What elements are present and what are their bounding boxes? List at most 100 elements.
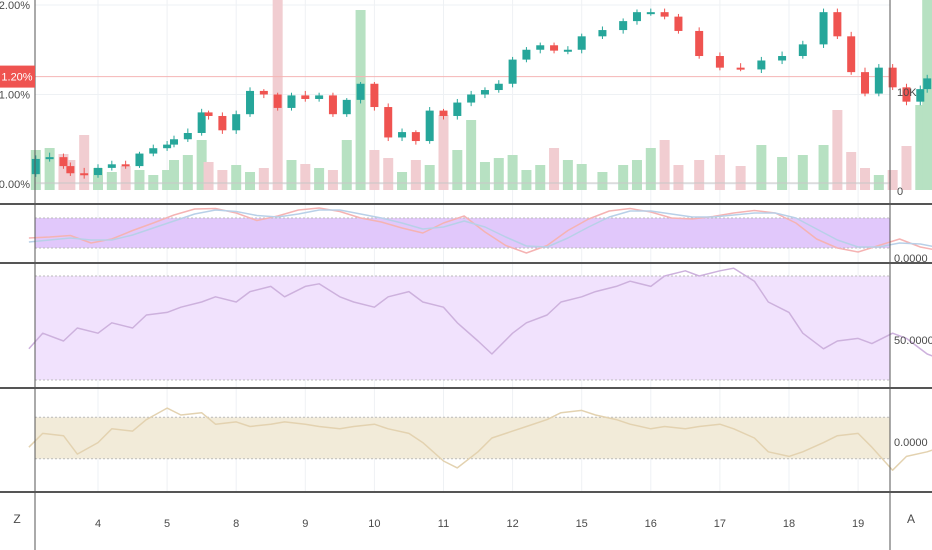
candle-body	[577, 36, 586, 50]
candle-body	[59, 157, 68, 167]
candle-body	[246, 90, 255, 115]
candle-body	[619, 21, 628, 31]
volume-bar	[231, 165, 242, 190]
volume-bar	[493, 158, 504, 190]
candle-body	[398, 132, 407, 138]
candle-body	[550, 45, 559, 51]
volume-bar	[832, 110, 843, 190]
candle-body	[480, 90, 489, 95]
volume-bar	[887, 170, 898, 190]
x-tick-label: 15	[576, 518, 588, 530]
candle-body	[522, 49, 531, 60]
volume-bar	[438, 115, 449, 190]
x-tick-label: 16	[645, 518, 657, 530]
price-tick-label: 0.00%	[0, 179, 30, 191]
candle-body	[384, 107, 393, 138]
volume-bar	[922, 0, 932, 190]
x-tick-label: 17	[714, 518, 726, 530]
candle-body	[204, 112, 213, 116]
indicator-lines	[28, 207, 932, 471]
x-tick-label: 4	[95, 518, 101, 530]
candle-body	[31, 158, 40, 175]
volume-bar	[645, 148, 656, 190]
volume-bar	[777, 157, 788, 190]
price-tick-label: 1.00%	[0, 90, 30, 102]
volume-bar	[383, 158, 394, 190]
candle-body	[287, 95, 296, 108]
volume-bar	[424, 165, 435, 190]
oscillator-tick-label: 0.0000	[894, 437, 928, 449]
candle-body	[425, 110, 434, 142]
volume-tick-label: 10K	[897, 87, 917, 99]
candle-body	[833, 12, 842, 37]
volume-bar	[818, 145, 829, 190]
candle-body	[695, 30, 704, 57]
volume-bar	[182, 155, 193, 190]
candle-body	[439, 110, 448, 116]
x-tick-label: 8	[233, 518, 239, 530]
candle-body	[342, 99, 351, 115]
candle-body	[674, 16, 683, 31]
candle-body	[163, 144, 172, 149]
volume-bar	[618, 165, 629, 190]
candle-body	[874, 67, 883, 94]
volume-bar	[735, 166, 746, 190]
oscillator-band	[35, 417, 890, 459]
stochastic-tick-label: 0.0000	[894, 253, 928, 265]
volume-bar	[169, 160, 180, 190]
last-price-label: 1.20%	[1, 72, 32, 84]
volume-bar	[631, 160, 642, 190]
candle-body	[273, 94, 282, 108]
volume-bar	[507, 155, 518, 190]
volume-bar	[535, 165, 546, 190]
candle-body	[736, 67, 745, 70]
volume-bar	[466, 120, 477, 190]
candle-body	[819, 12, 828, 45]
volume-bar	[576, 164, 587, 190]
oscillator-line	[28, 407, 932, 471]
volume-bar	[597, 172, 608, 190]
candle-body	[301, 95, 310, 99]
candle-body	[197, 112, 206, 133]
candle-body	[259, 90, 268, 95]
candle-body	[328, 95, 337, 115]
candle-body	[598, 30, 607, 37]
volume-bar	[562, 160, 573, 190]
volume-bar	[714, 155, 725, 190]
volume-bar	[452, 150, 463, 190]
volume-bar	[258, 168, 269, 190]
candle-body	[916, 89, 925, 102]
volume-bar	[479, 162, 490, 190]
candle-body	[232, 114, 241, 131]
candle-body	[183, 132, 192, 140]
volume-bar	[79, 135, 90, 190]
volume-bar	[659, 140, 670, 190]
candle-body	[356, 83, 365, 100]
candle-body	[861, 72, 870, 94]
last-price-badge	[0, 65, 35, 88]
volume-bar	[286, 160, 297, 190]
volume-bar	[162, 170, 173, 190]
volume-bar	[314, 168, 325, 190]
axis-labels: 0.00% 1.00% 2.00% 1.20% 0 10K 0.0000 50.0000 0.0…	[0, 0, 932, 530]
corner-label-left[interactable]: Z	[13, 512, 20, 526]
volume-bar	[93, 168, 103, 190]
volume-bar	[915, 105, 926, 190]
volume-bar	[58, 154, 69, 190]
candle-body	[632, 12, 641, 22]
candle-body	[45, 157, 54, 160]
stochastic-k-line	[28, 207, 932, 254]
corner-label-right[interactable]: A	[907, 512, 915, 526]
candle-body	[847, 36, 856, 73]
volume-bar	[860, 168, 871, 190]
candle-body	[411, 132, 420, 142]
candle-body	[798, 44, 807, 57]
candle-body	[508, 59, 517, 84]
candle-body	[778, 56, 787, 61]
volume-bar	[369, 150, 380, 190]
x-tick-label: 10	[368, 518, 380, 530]
candle-body	[453, 102, 462, 116]
volume-bar	[106, 172, 117, 190]
volume-bar	[134, 170, 145, 190]
